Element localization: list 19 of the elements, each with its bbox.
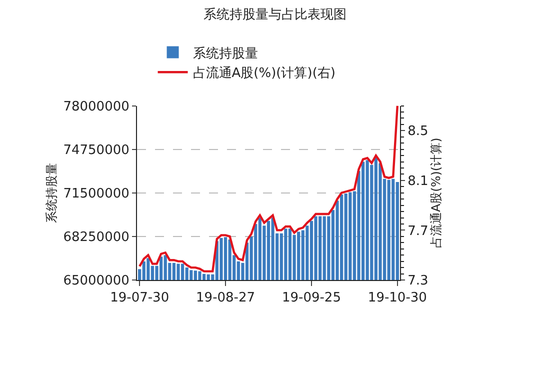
y2-tick-label: 7.7 [408,224,428,239]
y2-tick-label: 7.3 [408,274,428,289]
x-tick-label: 19-08-27 [196,290,256,306]
y2-tick-label: 8.1 [408,174,428,189]
y-axis-title: 系统持股量 [44,162,59,223]
line-series [138,106,399,272]
y-tick-label: 65000000 [63,274,130,289]
x-tick-label: 19-07-30 [110,290,170,306]
y2-axis-title: 占流通A股(%)(计算) [429,138,444,248]
legend-label: 系统持股量 [192,46,258,62]
chart-title: 系统持股量与占比表现图 [204,7,346,22]
legend-label: 占流通A股(%)(计算)(右) [192,65,336,82]
y-tick-label: 68250000 [63,230,130,245]
y-tick-label: 71500000 [63,186,130,202]
x-tick-label: 19-09-25 [282,290,341,306]
y2-tick-label: 8.5 [408,124,428,140]
x-tick-label: 19-10-30 [368,290,427,306]
y-tick-label: 74750000 [63,142,130,158]
y-tick-label: 78000000 [63,99,130,114]
